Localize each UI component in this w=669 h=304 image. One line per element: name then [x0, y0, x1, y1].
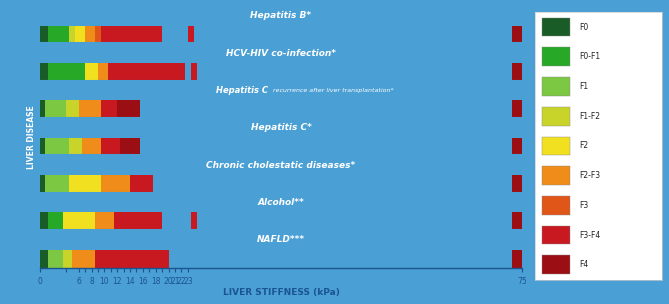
Bar: [48, 26, 69, 43]
Bar: [162, 26, 188, 43]
Y-axis label: LIVER DISEASE: LIVER DISEASE: [27, 105, 36, 169]
Text: Chronic cholestatic diseases*: Chronic cholestatic diseases*: [206, 161, 356, 170]
Bar: [66, 100, 79, 118]
Bar: [140, 137, 512, 155]
Bar: [45, 212, 48, 230]
Bar: [197, 212, 512, 230]
Bar: [140, 100, 512, 118]
Bar: [48, 250, 63, 268]
Bar: [48, 212, 63, 230]
FancyBboxPatch shape: [542, 136, 569, 155]
Text: F2: F2: [579, 141, 589, 150]
Bar: [40, 63, 45, 81]
Bar: [45, 175, 69, 193]
Bar: [101, 26, 162, 43]
Bar: [194, 26, 512, 43]
Bar: [82, 137, 101, 155]
FancyBboxPatch shape: [542, 196, 569, 215]
Bar: [512, 26, 522, 43]
FancyBboxPatch shape: [542, 226, 569, 244]
Bar: [108, 63, 185, 81]
Bar: [40, 100, 45, 118]
Text: Hepatitis B*: Hepatitis B*: [250, 11, 312, 20]
Bar: [95, 212, 114, 230]
Bar: [101, 175, 130, 193]
Bar: [40, 137, 45, 155]
FancyBboxPatch shape: [542, 255, 569, 274]
Text: Hepatitis C: Hepatitis C: [216, 86, 268, 95]
Bar: [40, 212, 45, 230]
Bar: [95, 250, 169, 268]
FancyBboxPatch shape: [542, 18, 569, 36]
Bar: [45, 137, 69, 155]
Bar: [197, 63, 512, 81]
Bar: [45, 250, 48, 268]
Bar: [512, 250, 522, 268]
Bar: [101, 137, 120, 155]
Bar: [185, 63, 191, 81]
Bar: [79, 100, 101, 118]
Bar: [85, 26, 95, 43]
Text: F1: F1: [579, 82, 589, 91]
Bar: [512, 212, 522, 230]
Bar: [169, 250, 512, 268]
Text: F0-F1: F0-F1: [579, 52, 601, 61]
Bar: [69, 26, 76, 43]
Bar: [45, 100, 66, 118]
Bar: [120, 137, 140, 155]
Bar: [162, 212, 191, 230]
Bar: [512, 100, 522, 118]
Text: Hepatitis C*: Hepatitis C*: [251, 123, 311, 132]
FancyBboxPatch shape: [542, 77, 569, 96]
Text: F0: F0: [579, 22, 589, 32]
Text: recurrence after liver transplantation*: recurrence after liver transplantation*: [272, 88, 394, 93]
Text: F1-F2: F1-F2: [579, 112, 601, 121]
Bar: [45, 26, 48, 43]
Text: Alcohol**: Alcohol**: [258, 198, 304, 207]
X-axis label: LIVER STIFFNESS (kPa): LIVER STIFFNESS (kPa): [223, 288, 339, 297]
Bar: [114, 212, 162, 230]
Bar: [76, 26, 85, 43]
Text: F2-F3: F2-F3: [579, 171, 601, 180]
Bar: [48, 63, 85, 81]
FancyBboxPatch shape: [542, 47, 569, 66]
Bar: [72, 250, 95, 268]
Bar: [45, 63, 48, 81]
Bar: [512, 137, 522, 155]
Bar: [153, 175, 512, 193]
Bar: [40, 175, 45, 193]
Bar: [63, 212, 95, 230]
Bar: [191, 212, 197, 230]
Bar: [512, 175, 522, 193]
Text: F3: F3: [579, 201, 589, 210]
Bar: [101, 100, 117, 118]
Bar: [85, 63, 98, 81]
Bar: [40, 250, 45, 268]
Text: F4: F4: [579, 260, 589, 269]
Text: HCV-HIV co-infection*: HCV-HIV co-infection*: [226, 49, 336, 58]
Bar: [69, 175, 101, 193]
Bar: [191, 63, 197, 81]
Bar: [63, 250, 72, 268]
Text: NAFLD***: NAFLD***: [257, 235, 305, 244]
Bar: [117, 100, 140, 118]
FancyBboxPatch shape: [542, 107, 569, 126]
Bar: [188, 26, 194, 43]
FancyBboxPatch shape: [542, 166, 569, 185]
Text: F3-F4: F3-F4: [579, 231, 601, 240]
Bar: [95, 26, 101, 43]
Bar: [98, 63, 108, 81]
Bar: [512, 63, 522, 81]
Bar: [40, 26, 45, 43]
Bar: [130, 175, 153, 193]
Bar: [69, 137, 82, 155]
